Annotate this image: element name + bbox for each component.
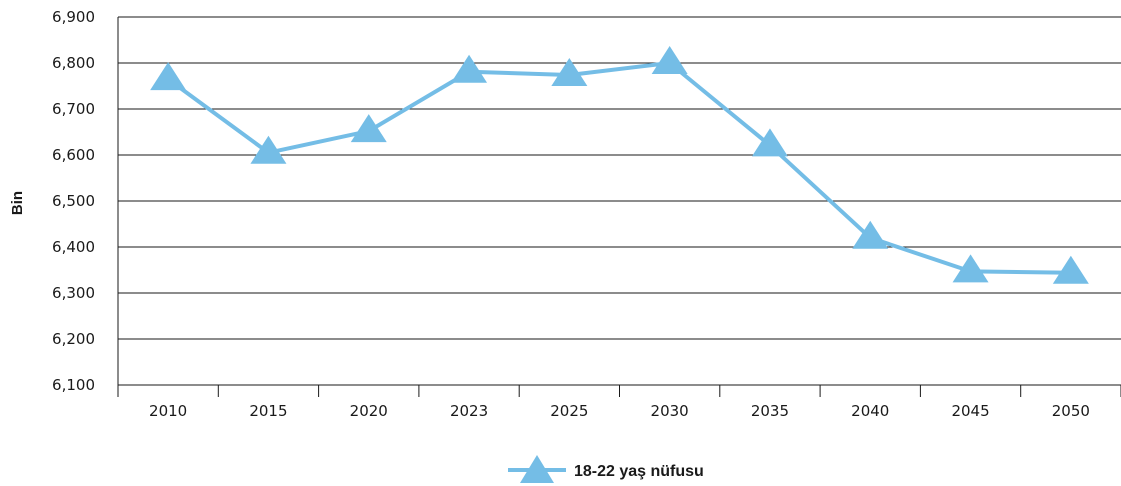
x-tick-label: 2010 [149, 402, 187, 420]
data-point-marker [150, 62, 187, 91]
data-point-marker [852, 220, 889, 249]
y-tick-labels: 6,100 6,200 6,300 6,400 6,500 6,600 6,700 6,800… [52, 8, 95, 394]
x-tick-label: 2040 [851, 402, 889, 420]
data-point-marker [952, 254, 989, 283]
x-tick-labels: 2010 2015 2020 2023 2025 2030 2035 2040 2045 2050 [149, 402, 1090, 420]
x-tick-label: 2045 [951, 402, 989, 420]
y-tick-label: 6,600 [52, 146, 95, 164]
y-axis-title: Bin [9, 191, 26, 215]
y-tick-label: 6,500 [52, 192, 95, 210]
legend-triangle-marker [520, 455, 554, 483]
data-point-marker [551, 57, 588, 86]
y-tick-label: 6,800 [52, 54, 95, 72]
x-tick-label: 2023 [450, 402, 488, 420]
y-tick-label: 6,300 [52, 284, 95, 302]
series-layer [150, 46, 1089, 284]
data-point-marker [451, 54, 488, 83]
legend: 18-22 yaş nüfusu [508, 455, 704, 483]
x-tick-label: 2035 [751, 402, 789, 420]
data-point-marker [1052, 255, 1089, 284]
y-tick-label: 6,100 [52, 376, 95, 394]
data-point-marker [651, 46, 688, 74]
x-tick-label: 2015 [249, 402, 287, 420]
x-tick-label: 2030 [651, 402, 689, 420]
y-tick-label: 6,900 [52, 8, 95, 26]
x-tick-label: 2020 [350, 402, 388, 420]
x-tick-label: 2050 [1052, 402, 1090, 420]
data-point-marker [250, 135, 287, 164]
x-tick-label: 2025 [550, 402, 588, 420]
axes [117, 17, 1121, 397]
data-point-marker [350, 114, 387, 143]
y-tick-label: 6,400 [52, 238, 95, 256]
y-tick-label: 6,700 [52, 100, 95, 118]
gridlines [118, 16, 1121, 386]
legend-label: 18-22 yaş nüfusu [574, 463, 704, 480]
series-line [166, 61, 1071, 275]
data-point-marker [751, 128, 788, 157]
y-tick-label: 6,200 [52, 330, 95, 348]
